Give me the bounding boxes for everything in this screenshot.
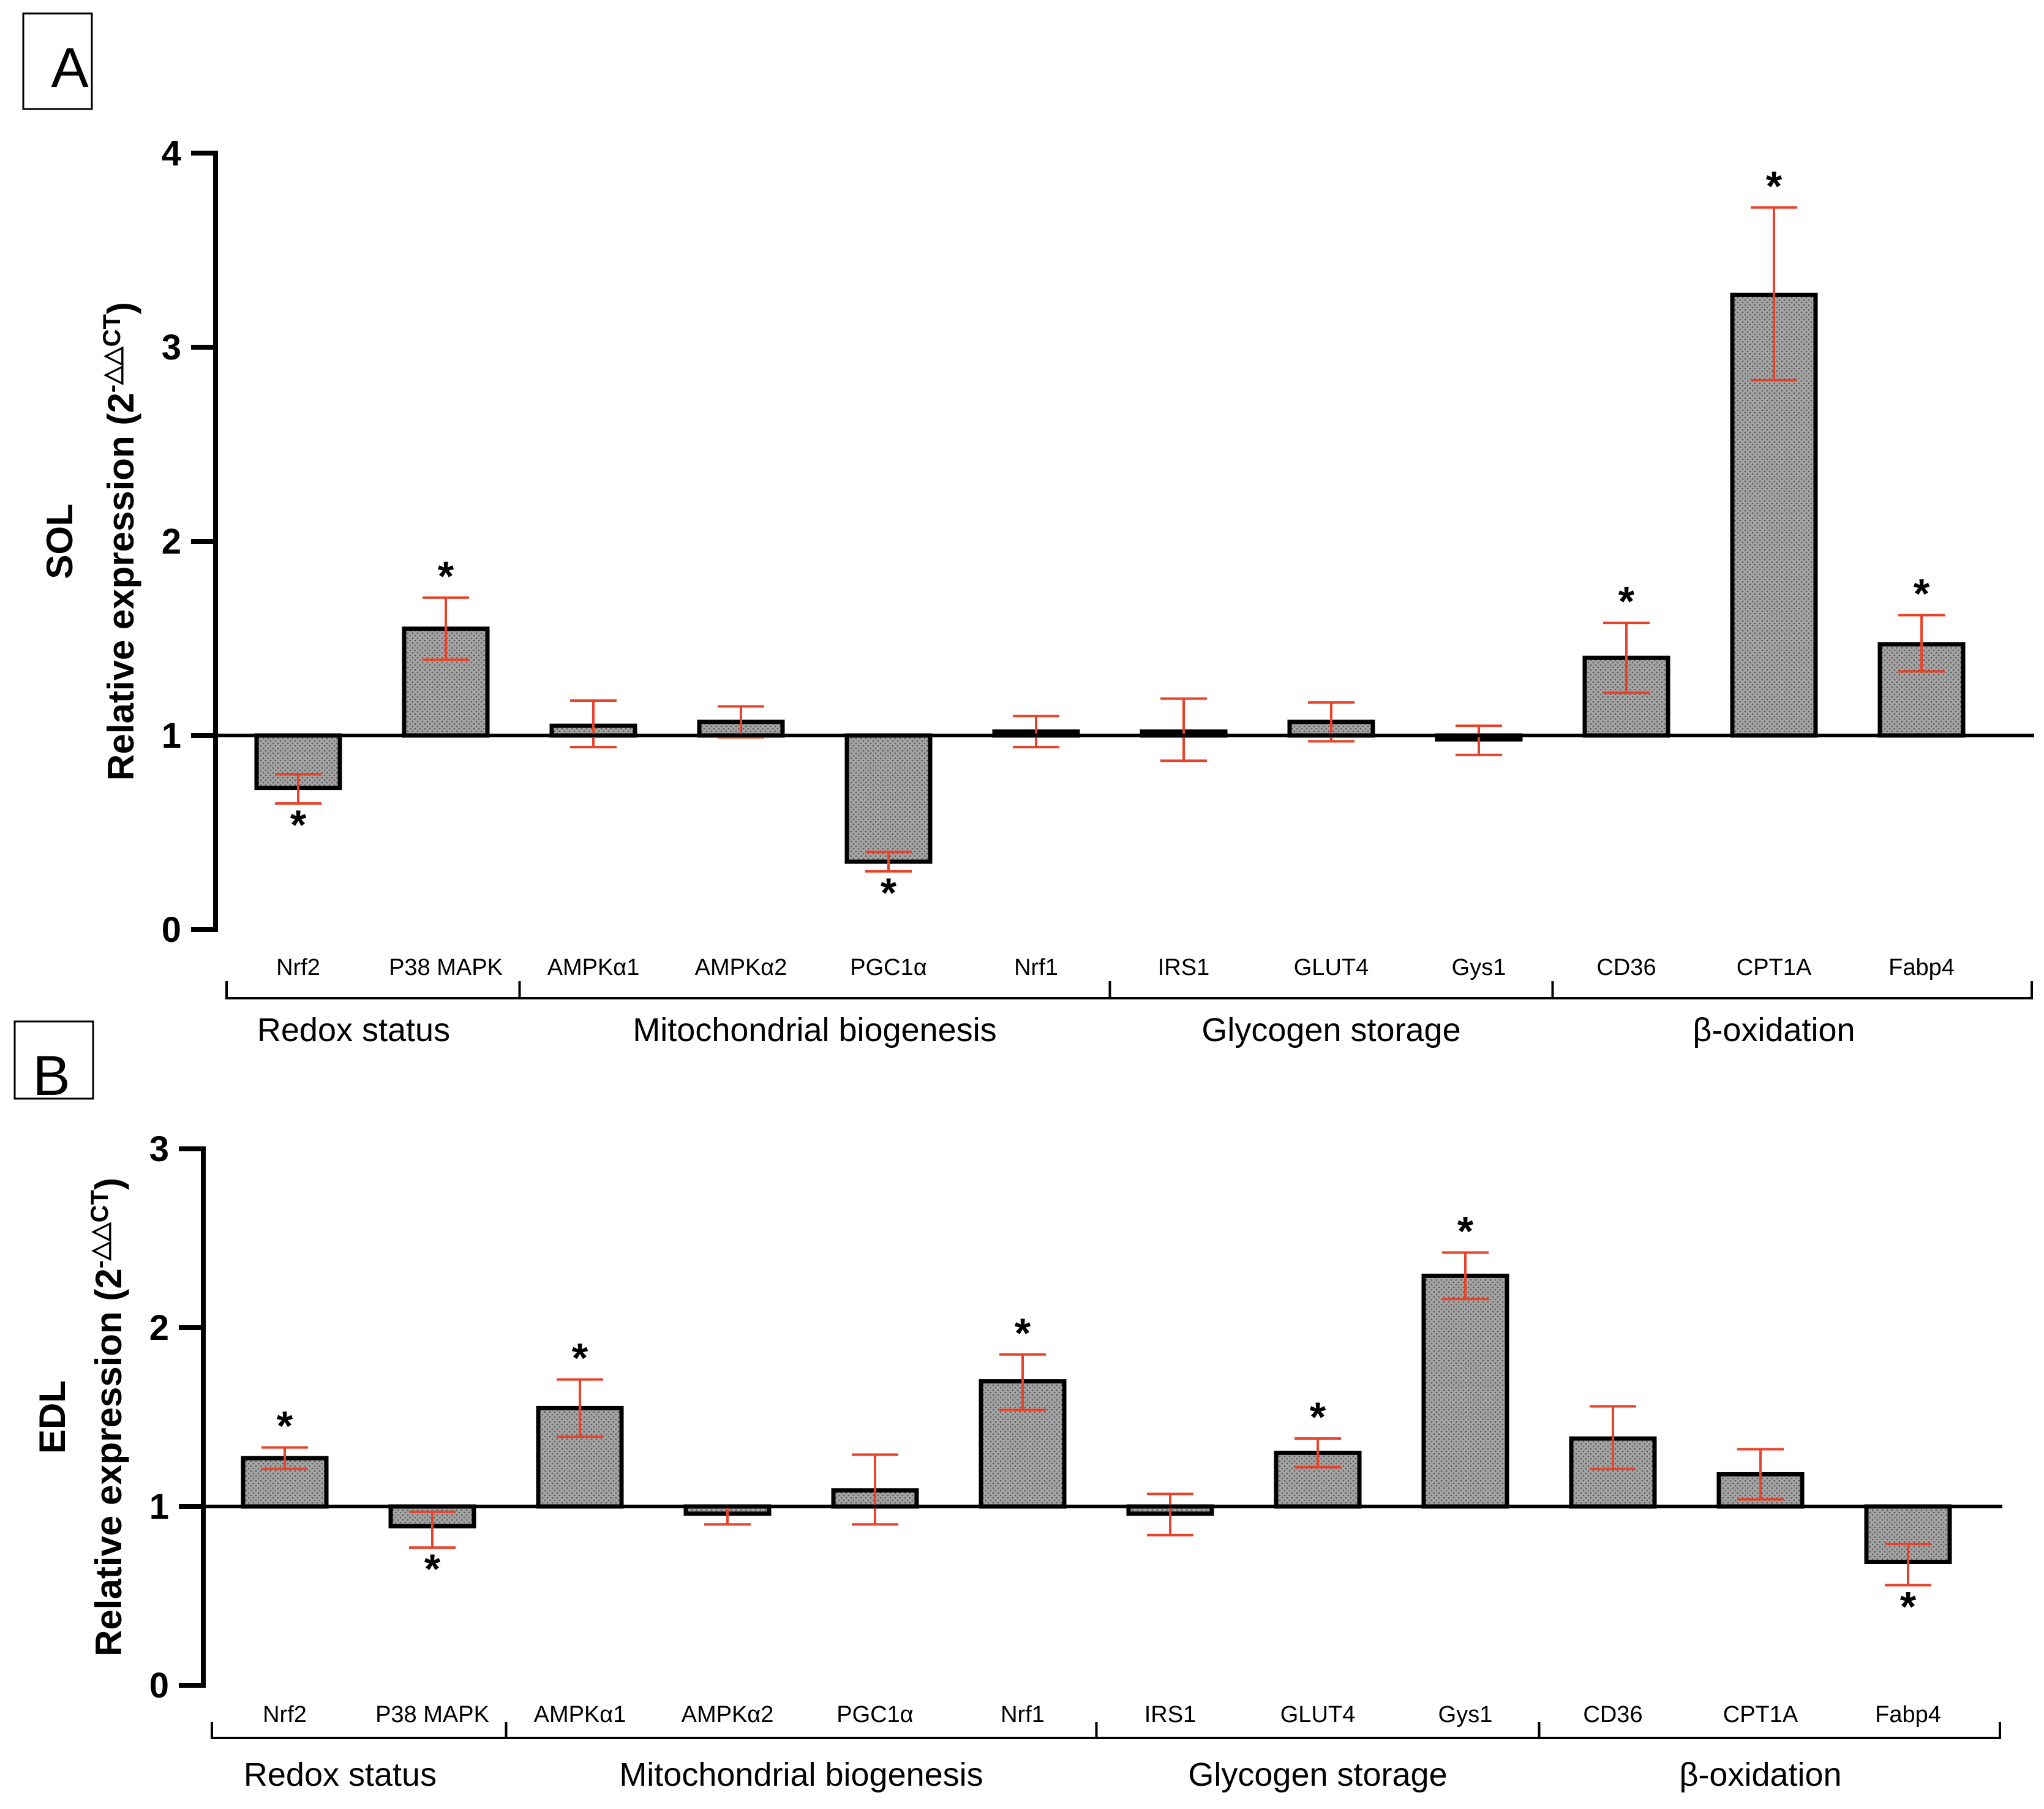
significance-marker: * — [438, 553, 454, 600]
y-tick-label: 3 — [162, 328, 181, 367]
y-axis-title-superscript: -△△CT — [86, 1190, 113, 1268]
y-axis-title: Relative expression (2-△△CT) — [86, 1178, 129, 1657]
group-label: β-oxidation — [1693, 1012, 1855, 1048]
panel-label-box — [13, 1020, 94, 1100]
significance-marker: * — [424, 1546, 441, 1592]
y-axis-title-prefix: Relative expression (2 — [100, 393, 141, 781]
bar-fabp4 — [1877, 642, 1966, 738]
significance-marker: * — [572, 1335, 588, 1382]
y-tick-label: 4 — [162, 134, 181, 173]
group-label: Glycogen storage — [1188, 1756, 1447, 1793]
y-axis-title-superscript: -△△CT — [99, 314, 126, 393]
significance-marker: * — [881, 870, 897, 916]
x-category-label: AMPKα1 — [534, 1702, 626, 1728]
x-category-label: AMPKα2 — [682, 1702, 774, 1728]
panel-label-box — [22, 12, 93, 110]
significance-marker: * — [1766, 163, 1783, 209]
x-category-label: GLUT4 — [1294, 955, 1369, 980]
x-category-label: Nrf1 — [1014, 955, 1058, 980]
panel-b: B EDL Relative expression (2-△△CT) 0 1 2 3 * Nrf… — [13, 1020, 2002, 1793]
panel-a: A SOL Relative expression (2-△△CT) 0 1 2 3 4 * Nr… — [22, 12, 2034, 1048]
group-bracket — [225, 981, 2033, 999]
x-category-label: P38 MAPK — [389, 955, 503, 980]
x-category-label: Fabp4 — [1888, 955, 1955, 980]
y-tick-label: 3 — [149, 1129, 169, 1169]
x-category-label: CD36 — [1583, 1702, 1642, 1728]
x-category-label: PGC1α — [836, 1702, 913, 1728]
y-axis-title: Relative expression (2-△△CT) — [99, 302, 141, 781]
significance-marker: * — [277, 1403, 293, 1450]
x-category-label: Nrf1 — [1001, 1702, 1045, 1728]
x-category-label: P38 MAPK — [375, 1702, 489, 1728]
significance-marker: * — [1914, 570, 1930, 617]
x-category-label: Nrf2 — [276, 955, 320, 980]
group-label: Glycogen storage — [1201, 1012, 1460, 1048]
significance-marker: * — [1015, 1310, 1031, 1356]
x-category-label: GLUT4 — [1280, 1702, 1355, 1728]
y-tick-label: 1 — [149, 1487, 169, 1527]
y-axis-title-prefix: Relative expression (2 — [88, 1268, 129, 1657]
x-category-label: IRS1 — [1144, 1702, 1196, 1728]
y-tick-label: 0 — [149, 1666, 169, 1706]
panel-label: A — [51, 37, 89, 99]
group-label: Mitochondrial biogenesis — [633, 1012, 996, 1048]
y-tick-label: 2 — [149, 1308, 169, 1348]
x-category-label: Nrf2 — [263, 1702, 307, 1728]
significance-marker: * — [290, 802, 307, 848]
bar-pgc1- — [844, 733, 933, 864]
x-category-label: CD36 — [1596, 955, 1656, 980]
group-bracket — [211, 1722, 2001, 1739]
bar-gys1 — [1421, 1273, 1509, 1509]
y-tick-label: 2 — [162, 522, 181, 562]
x-category-label: CPT1A — [1723, 1702, 1798, 1728]
panel-label: B — [32, 1045, 70, 1107]
group-label: Redox status — [244, 1756, 437, 1793]
x-category-label: CPT1A — [1737, 955, 1812, 980]
x-category-label: AMPKα1 — [547, 955, 640, 980]
x-category-label: AMPKα2 — [695, 955, 787, 980]
y-axis-title-muscle: EDL — [32, 1380, 73, 1454]
x-category-label: Fabp4 — [1875, 1702, 1941, 1728]
significance-marker: * — [1457, 1208, 1474, 1254]
y-axis-title-suffix: ) — [88, 1178, 129, 1190]
y-tick-label: 1 — [162, 716, 181, 756]
significance-marker: * — [1310, 1394, 1326, 1440]
y-axis-title-muscle: SOL — [39, 503, 80, 579]
group-label: β-oxidation — [1679, 1756, 1841, 1793]
x-category-label: IRS1 — [1158, 955, 1209, 980]
x-category-label: PGC1α — [850, 955, 926, 980]
y-tick-label: 0 — [162, 910, 181, 950]
significance-marker: * — [1618, 578, 1635, 625]
x-category-label: Gys1 — [1452, 955, 1506, 980]
group-label: Redox status — [257, 1012, 450, 1048]
group-label: Mitochondrial biogenesis — [619, 1756, 983, 1793]
x-category-label: Gys1 — [1438, 1702, 1493, 1728]
significance-marker: * — [1900, 1583, 1917, 1630]
y-axis-title-suffix: ) — [100, 302, 141, 314]
